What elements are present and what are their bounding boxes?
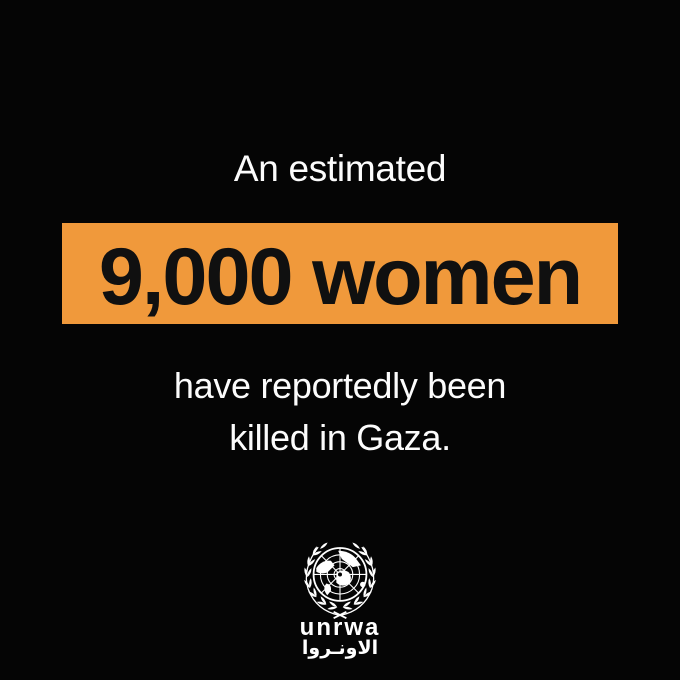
highlight-band: 9,000 women [62, 223, 618, 324]
body-text: have reportedly been killed in Gaza. [0, 360, 680, 464]
unrwa-wordmark-arabic: الاونـروا [301, 638, 379, 659]
unrwa-logo: unrwa الاونـروا [0, 538, 680, 659]
intro-text: An estimated [233, 148, 447, 189]
body-line-1: have reportedly been [173, 365, 507, 406]
unrwa-wordmark: unrwa [299, 614, 381, 641]
body-line-2: killed in Gaza. [229, 417, 451, 458]
highlight-text: 9,000 women [98, 231, 583, 322]
un-globe-wreath-icon [302, 540, 376, 619]
